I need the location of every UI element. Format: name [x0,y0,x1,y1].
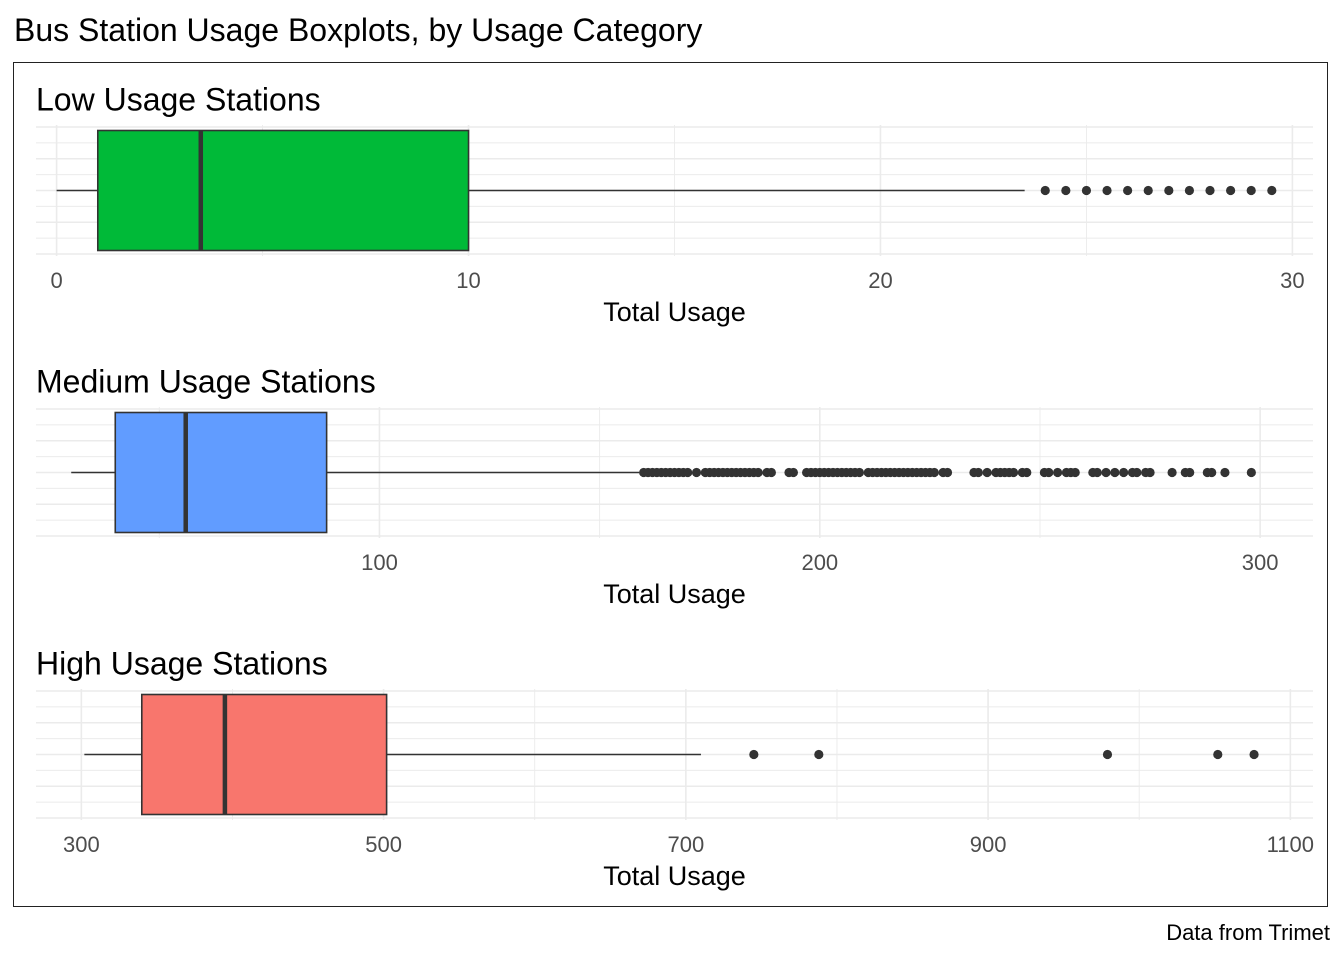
x-tick-label: 200 [801,550,838,575]
outlier-point [1040,185,1050,196]
x-tick-label: 500 [365,832,402,857]
outlier-point [1145,467,1155,478]
outlier-point [683,467,693,478]
outlier-point [1143,185,1153,196]
outlier-point [691,467,702,478]
outlier-point [1207,467,1217,478]
panel-0: Low Usage Stations 0 10 20 30 Total Usage [36,81,1313,327]
outlier-point [1213,749,1223,760]
outlier-point [1167,467,1177,478]
outlier-point [1102,185,1112,196]
outlier-point [1053,467,1063,478]
outlier-point [1110,467,1120,478]
outlier-point [1101,467,1111,478]
caption: Data from Trimet [1166,920,1330,945]
outlier-point [1070,467,1080,478]
outlier-point [1220,467,1230,478]
outlier-point [1185,467,1195,478]
outlier-point [753,467,763,478]
x-tick-label: 900 [970,832,1007,857]
outlier-point [1044,467,1054,478]
outlier-point [1246,185,1256,196]
x-axis-label: Total Usage [603,579,746,609]
outlier-point [1205,185,1215,196]
outlier-point [1061,185,1071,196]
outlier-point [749,749,759,760]
outlier-point [973,467,983,478]
iqr-box [96,129,470,252]
outlier-point [1119,467,1129,478]
outlier-point [929,467,939,478]
x-tick-label: 300 [1242,550,1279,575]
outlier-point [1267,185,1277,196]
x-tick-label: 100 [361,550,398,575]
outlier-point [1226,185,1236,196]
outlier-point [854,467,865,478]
figure-title: Bus Station Usage Boxplots, by Usage Cat… [14,12,703,48]
outlier-point [1102,749,1113,760]
panel-1: Medium Usage Stations 100 200 300 Total Usag… [36,363,1313,609]
x-tick-label: 30 [1280,268,1304,293]
panel-2: High Usage Stations 300 500 700 900 1100 Total… [36,645,1314,891]
outlier-point [1164,185,1174,196]
outlier-point [1008,467,1019,478]
x-tick-label: 700 [667,832,704,857]
outlier-point [982,467,992,478]
outlier-point [1132,467,1142,478]
iqr-box [114,411,328,534]
x-tick-label: 0 [50,268,62,293]
outlier-point [1123,185,1133,196]
x-tick-label: 300 [63,832,100,857]
outlier-point [942,467,953,478]
x-tick-label: 1100 [1267,832,1314,857]
outlier-point [1092,467,1102,478]
outlier-point [788,467,798,478]
x-tick-label: 20 [868,268,892,293]
outlier-point [1246,467,1256,478]
plot-frame [13,62,1328,907]
x-tick-label: 10 [456,268,480,293]
outlier-point [1081,185,1092,196]
x-axis-label: Total Usage [603,861,746,891]
outlier-point [766,467,776,478]
outlier-point [1249,749,1259,760]
outlier-point [814,749,824,760]
panel-title: High Usage Stations [36,645,328,681]
x-axis-label: Total Usage [603,297,746,327]
outlier-point [1184,185,1195,196]
panel-title: Low Usage Stations [36,81,321,117]
panel-title: Medium Usage Stations [36,363,376,399]
outlier-point [1022,467,1032,478]
iqr-box [140,693,388,816]
